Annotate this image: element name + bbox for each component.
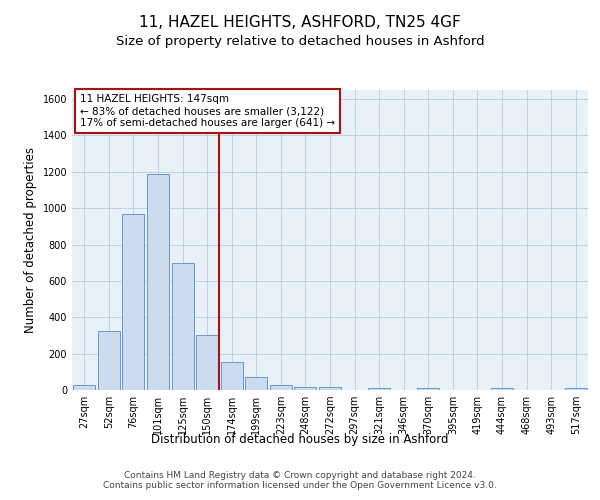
Text: Size of property relative to detached houses in Ashford: Size of property relative to detached ho… (116, 35, 484, 48)
Bar (295, 388, 316, 390)
Bar (122, 214, 145, 390)
Bar (491, 388, 513, 390)
Bar (319, 388, 341, 390)
Text: 11, HAZEL HEIGHTS, ASHFORD, TN25 4GF: 11, HAZEL HEIGHTS, ASHFORD, TN25 4GF (139, 15, 461, 30)
Bar (417, 388, 439, 390)
Bar (73, 386, 95, 390)
Bar (368, 388, 390, 390)
Bar (221, 362, 243, 390)
Bar (98, 331, 120, 390)
Text: Contains HM Land Registry data © Crown copyright and database right 2024.
Contai: Contains HM Land Registry data © Crown c… (103, 470, 497, 490)
Bar (565, 388, 587, 390)
Bar (172, 262, 194, 390)
Y-axis label: Number of detached properties: Number of detached properties (24, 147, 37, 333)
Bar (147, 174, 169, 390)
Bar (196, 334, 218, 390)
Bar (245, 378, 268, 390)
Bar (270, 386, 292, 390)
Text: Distribution of detached houses by size in Ashford: Distribution of detached houses by size … (151, 432, 449, 446)
Text: 11 HAZEL HEIGHTS: 147sqm
← 83% of detached houses are smaller (3,122)
17% of sem: 11 HAZEL HEIGHTS: 147sqm ← 83% of detach… (80, 94, 335, 128)
